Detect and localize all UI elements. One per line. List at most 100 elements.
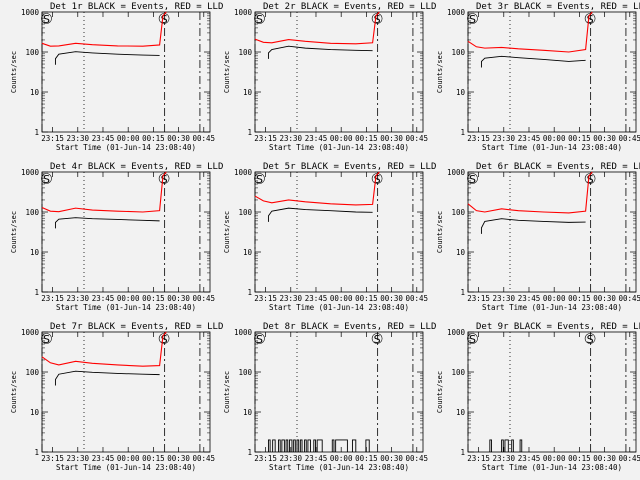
saa-marker: S <box>256 173 263 186</box>
events-series-line <box>54 51 160 65</box>
events-series-line <box>489 439 523 452</box>
y-tick-label: 100 <box>451 208 465 217</box>
saa-marker: S <box>469 13 476 26</box>
y-tick-label: 100 <box>238 368 252 377</box>
panel-title: Det 1r BLACK = Events, RED = LLD <box>50 2 223 12</box>
y-tick-label: 1000 <box>447 168 466 177</box>
x-tick-label: 00:45 <box>618 134 640 143</box>
y-axis-label: Counts/sec <box>436 51 444 93</box>
saa-marker-ring <box>254 173 265 184</box>
saa-marker: S <box>161 173 168 186</box>
x-tick-label: 23:30 <box>492 134 515 143</box>
x-tick-label: 00:45 <box>618 294 640 303</box>
x-tick-label: 23:45 <box>305 134 328 143</box>
y-tick-label: 100 <box>25 368 39 377</box>
x-tick-label: 23:30 <box>66 294 89 303</box>
x-tick-label: 00:15 <box>568 294 591 303</box>
x-tick-label: 23:45 <box>518 134 541 143</box>
events-series-line <box>480 55 586 68</box>
y-tick-label: 100 <box>451 48 465 57</box>
saa-marker: S <box>43 333 50 346</box>
x-tick-label: 23:45 <box>92 454 115 463</box>
y-tick-label: 10 <box>243 408 253 417</box>
x-tick-label: 00:00 <box>117 454 140 463</box>
y-tick-label: 1 <box>247 448 252 457</box>
saa-marker: S <box>161 13 168 26</box>
saa-marker: S <box>469 173 476 186</box>
y-axis-label: Counts/sec <box>223 51 231 93</box>
plot-frame <box>41 11 211 133</box>
y-tick-label: 100 <box>25 48 39 57</box>
y-tick-label: 1 <box>247 288 252 297</box>
x-tick-label: 00:30 <box>380 294 403 303</box>
saa-marker: S <box>374 173 381 186</box>
saa-marker: S <box>43 173 50 186</box>
x-tick-label: 00:15 <box>355 294 378 303</box>
y-tick-label: 1000 <box>234 328 253 337</box>
y-tick-label: 1 <box>460 128 465 137</box>
x-tick-label: 23:15 <box>254 454 277 463</box>
x-tick-label: 23:45 <box>518 454 541 463</box>
y-tick-label: 1000 <box>234 8 253 17</box>
x-tick-label: 00:45 <box>192 294 215 303</box>
x-tick-label: 23:45 <box>305 454 328 463</box>
x-tick-label: 23:15 <box>467 454 490 463</box>
x-axis-label: Start Time (01-Jun-14 23:08:40) <box>56 303 196 312</box>
x-tick-label: 23:30 <box>279 294 302 303</box>
saa-marker-ring <box>584 173 596 184</box>
y-tick-label: 100 <box>238 48 252 57</box>
x-tick-label: 23:15 <box>467 294 490 303</box>
saa-marker-ring <box>158 333 170 344</box>
x-tick-label: 23:30 <box>279 134 302 143</box>
panel-title: Det 2r BLACK = Events, RED = LLD <box>263 2 436 12</box>
events-series-line <box>267 45 373 59</box>
x-tick-label: 00:45 <box>618 454 640 463</box>
x-tick-label: 23:30 <box>66 134 89 143</box>
y-axis-label: Counts/sec <box>223 211 231 253</box>
saa-marker-ring <box>371 13 383 24</box>
x-axis-label: Start Time (01-Jun-14 23:08:40) <box>56 143 196 152</box>
saa-marker-ring <box>584 13 596 24</box>
x-axis-label: Start Time (01-Jun-14 23:08:40) <box>482 303 622 312</box>
plot-frame <box>254 11 424 133</box>
y-tick-label: 10 <box>30 408 40 417</box>
x-tick-label: 00:15 <box>568 134 591 143</box>
panel-1: Det 1r BLACK = Events, RED = LLD 1 10 100 10… <box>10 2 223 152</box>
x-tick-label: 00:30 <box>380 134 403 143</box>
panel-8: Det 8r BLACK = Events, RED = LLD 1 10 100 10… <box>223 322 436 472</box>
y-tick-label: 100 <box>238 208 252 217</box>
y-tick-label: 1 <box>247 128 252 137</box>
x-tick-label: 23:15 <box>41 134 64 143</box>
panel-title: Det 6r BLACK = Events, RED = LLD <box>476 162 640 172</box>
x-tick-label: 00:30 <box>593 134 616 143</box>
y-tick-label: 1000 <box>234 168 253 177</box>
x-axis-label: Start Time (01-Jun-14 23:08:40) <box>482 143 622 152</box>
panel-title: Det 8r BLACK = Events, RED = LLD <box>263 322 436 332</box>
saa-marker: S <box>374 333 381 346</box>
x-tick-label: 00:00 <box>543 454 566 463</box>
x-tick-label: 00:30 <box>167 134 190 143</box>
y-tick-label: 10 <box>456 408 466 417</box>
y-tick-label: 1000 <box>447 8 466 17</box>
x-tick-label: 23:45 <box>305 294 328 303</box>
x-tick-label: 23:45 <box>92 294 115 303</box>
y-axis-label: Counts/sec <box>10 371 18 413</box>
plot-frame <box>254 171 424 293</box>
x-tick-label: 00:30 <box>167 294 190 303</box>
saa-marker-ring <box>254 333 265 344</box>
panel-4: Det 4r BLACK = Events, RED = LLD 1 10 100 10… <box>10 162 223 312</box>
plot-frame <box>41 171 211 293</box>
x-axis-label: Start Time (01-Jun-14 23:08:40) <box>269 303 409 312</box>
saa-marker-ring <box>467 173 478 184</box>
saa-marker: S <box>587 333 594 346</box>
x-tick-label: 00:00 <box>117 134 140 143</box>
x-tick-label: 23:30 <box>492 454 515 463</box>
saa-marker: S <box>374 13 381 26</box>
y-tick-label: 10 <box>30 248 40 257</box>
plot-frame <box>467 11 637 133</box>
y-axis-label: Counts/sec <box>436 371 444 413</box>
panel-title: Det 4r BLACK = Events, RED = LLD <box>50 162 223 172</box>
panel-5: Det 5r BLACK = Events, RED = LLD 1 10 100 10… <box>223 162 436 312</box>
saa-marker: S <box>43 13 50 26</box>
saa-marker: S <box>256 333 263 346</box>
